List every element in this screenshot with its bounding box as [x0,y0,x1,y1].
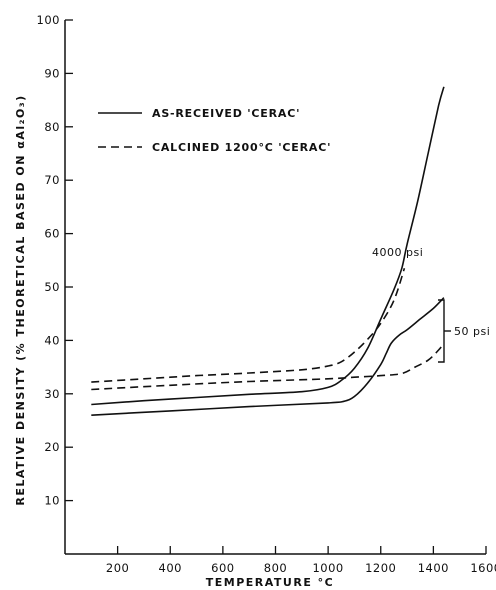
x-tick-label: 1600 [470,561,496,575]
x-tick-label: 800 [264,561,287,575]
legend-solid-label: AS-RECEIVED 'CERAC' [152,107,300,120]
axes [64,20,486,555]
legend: AS-RECEIVED 'CERAC' CALCINED 1200°C 'CER… [98,107,331,154]
x-axis-title: TEMPERATURE °C [206,576,335,589]
y-axis-title: RELATIVE DENSITY (% THEORETICAL BASED ON… [14,94,27,505]
y-tick-label: 40 [44,333,60,347]
x-tick-label: 1400 [418,561,449,575]
y-tick-label: 30 [44,387,60,401]
annotations: 4000 psi 50 psi [372,246,490,363]
y-tick-label: 10 [44,494,60,508]
ticks: 10 20 30 40 50 60 70 80 90 100 200 400 600 800 1000 120… [37,13,496,575]
series-line-4-dashed [91,342,445,391]
x-tick-label: 400 [159,561,182,575]
x-tick-label: 1200 [365,561,396,575]
series-line-1-solid [91,86,445,406]
annotation-4000-psi: 4000 psi [372,246,423,259]
x-tick-label: 1000 [312,561,343,575]
y-tick-label: 20 [44,440,60,454]
y-tick-label: 80 [44,120,60,134]
x-tick-label: 200 [106,561,129,575]
series-line-2-solid [91,297,445,416]
y-tick-label: 90 [44,66,60,80]
curves [91,86,445,416]
annotation-50-psi: 50 psi [454,325,490,338]
y-tick-label: 60 [44,227,60,241]
legend-dashed-label: CALCINED 1200°C 'CERAC' [152,141,331,154]
annotation-50-psi-bracket [438,299,445,363]
y-tick-label: 100 [37,13,60,27]
y-tick-label: 70 [44,173,60,187]
y-tick-label: 50 [44,280,60,294]
x-tick-label: 600 [211,561,234,575]
